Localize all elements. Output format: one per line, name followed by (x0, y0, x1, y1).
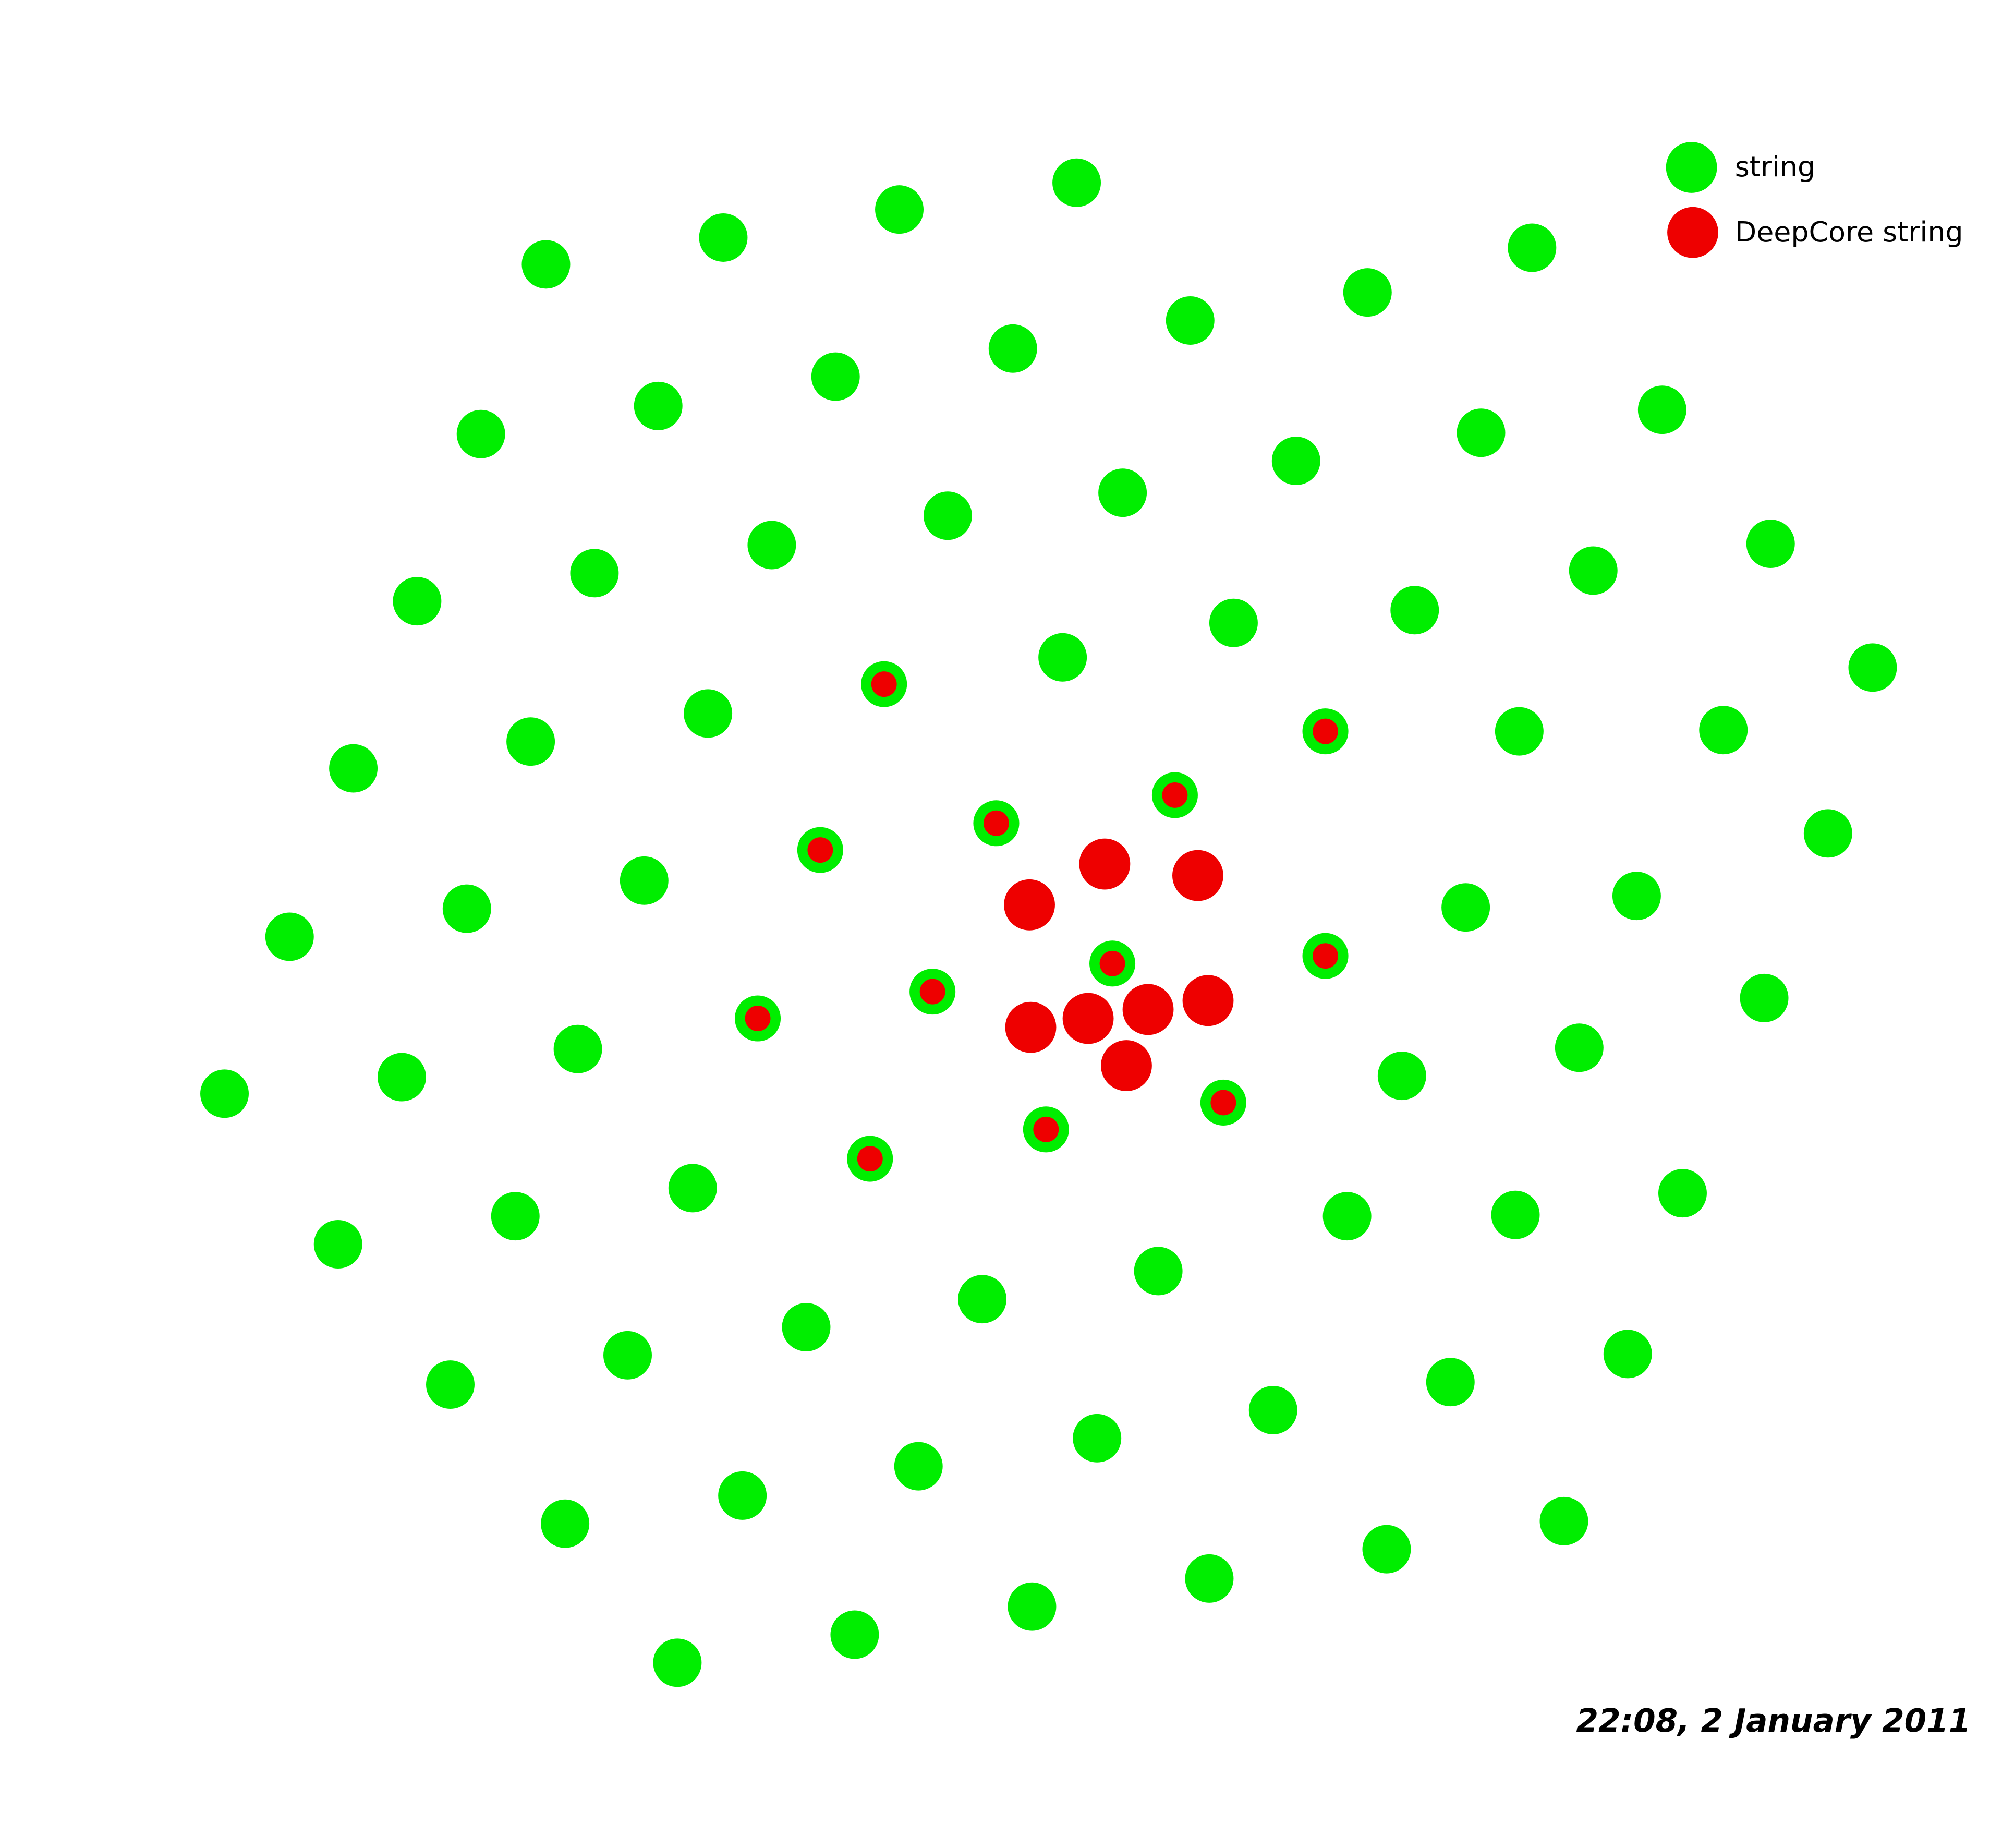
deepcore-core-dot (1313, 943, 1339, 969)
deepcore-core-dot (1099, 950, 1125, 976)
string-dot (830, 1610, 879, 1659)
string-dot (1426, 1358, 1475, 1407)
string-dot (1166, 296, 1215, 345)
string-dot (329, 744, 378, 793)
string-dot (1457, 408, 1506, 457)
string-dot (1377, 1052, 1426, 1101)
string-dot (1271, 437, 1320, 486)
string-dot (1495, 707, 1544, 756)
string-dot (1803, 809, 1852, 858)
string-dot (1491, 1190, 1540, 1239)
deepcore-dot (1101, 1040, 1152, 1091)
string-dot (1052, 158, 1101, 207)
timestamp: 22:08, 2 January 2011 (1576, 1702, 1971, 1740)
string-dot (1008, 1582, 1057, 1631)
string-dot (603, 1331, 652, 1380)
string-dot (634, 381, 683, 430)
deepcore-dot (1005, 1001, 1057, 1053)
deepcore-core-dot (1162, 782, 1188, 808)
legend-swatch-string (1666, 142, 1717, 193)
string-dot (506, 717, 555, 766)
string-dot (1038, 633, 1087, 682)
string-dot (1185, 1554, 1234, 1603)
string-positions (200, 158, 1897, 1687)
string-dot (265, 912, 314, 961)
string-dot (378, 1053, 427, 1102)
string-dot (1612, 872, 1661, 921)
string-dot (1746, 520, 1795, 569)
deepcore-core-dot (871, 671, 897, 697)
string-dot (1134, 1247, 1183, 1296)
string-dot (782, 1303, 831, 1351)
string-dot (653, 1638, 702, 1687)
deepcore-dot (1182, 975, 1234, 1026)
string-dot (1555, 1023, 1604, 1072)
deepcore-dot (1062, 993, 1114, 1044)
string-dot (1322, 1192, 1372, 1241)
deepcore-core-dot (919, 979, 945, 1005)
deepcore-core-dot (807, 837, 833, 863)
string-dot (1508, 223, 1557, 272)
string-dot (1073, 1414, 1122, 1463)
legend-label: string (1735, 150, 1815, 183)
string-dot (811, 352, 860, 401)
string-dot (1637, 385, 1686, 434)
string-dot (699, 213, 748, 262)
string-dot (313, 1220, 362, 1269)
string-dot (1848, 643, 1897, 692)
string-dot (988, 324, 1037, 373)
string-dot (747, 521, 796, 570)
string-dot (875, 185, 924, 234)
deepcore-dot (1004, 879, 1055, 931)
string-dot (426, 1360, 475, 1409)
string-dot (1362, 1525, 1411, 1574)
string-dot (924, 491, 972, 540)
string-dot (684, 689, 733, 738)
legend-label: DeepCore string (1735, 215, 1963, 248)
string-dot (491, 1192, 540, 1241)
legend-swatch-deepcore (1667, 207, 1718, 258)
string-dot (553, 1024, 602, 1073)
string-dot (1539, 1496, 1588, 1545)
string-dot (1209, 598, 1258, 647)
string-dot (1569, 546, 1618, 595)
string-dot (1343, 268, 1392, 317)
string-dot (1390, 586, 1439, 635)
deepcore-core-dot (1033, 1116, 1059, 1142)
legend: string DeepCore string (1666, 142, 1963, 258)
deepcore-core-dot (1313, 718, 1339, 744)
string-dot (393, 577, 442, 626)
string-dot (620, 856, 669, 905)
string-dot (1740, 973, 1789, 1022)
string-dot (442, 884, 491, 933)
string-dot (958, 1275, 1007, 1324)
deepcore-dot (1172, 850, 1223, 901)
string-dot (1248, 1386, 1297, 1434)
string-dot (1699, 706, 1748, 755)
string-dot (668, 1164, 717, 1213)
string-dot (456, 409, 505, 458)
string-dot (200, 1069, 249, 1118)
string-dot (541, 1499, 590, 1548)
deepcore-core-dot (857, 1146, 883, 1172)
string-dot (1098, 468, 1147, 517)
deepcore-core-dot (983, 810, 1009, 836)
deepcore-core-dot (745, 1006, 771, 1031)
string-dot (1603, 1330, 1652, 1379)
deepcore-core-dot (1210, 1090, 1236, 1116)
string-dot (521, 240, 571, 289)
string-dot (1658, 1169, 1707, 1218)
string-dot (570, 549, 619, 598)
deepcore-dot (1122, 984, 1174, 1035)
string-dot (894, 1442, 943, 1491)
deepcore-dot (1079, 838, 1131, 890)
string-dot (718, 1471, 767, 1520)
string-dot (1441, 883, 1490, 932)
